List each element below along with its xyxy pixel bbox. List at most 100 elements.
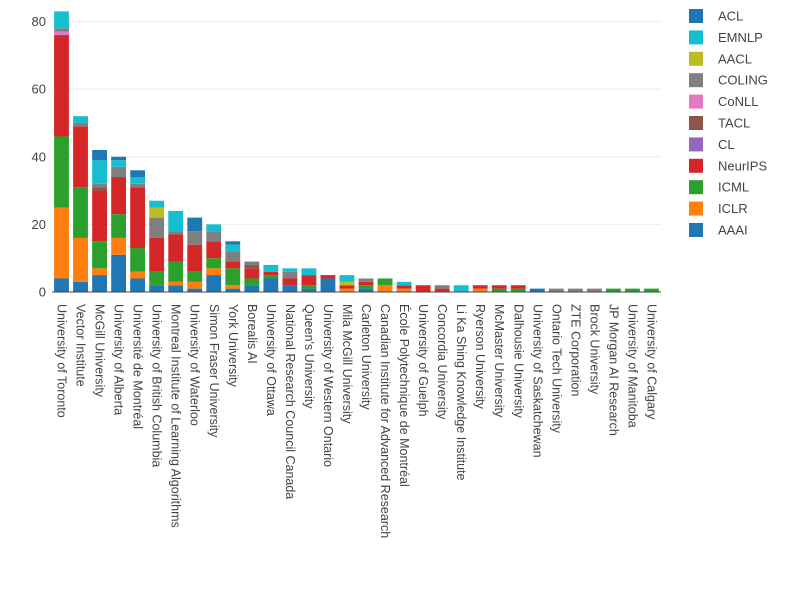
bar-segment[interactable] (529, 288, 545, 292)
bar-segment[interactable] (244, 268, 260, 279)
bar-segment[interactable] (111, 214, 127, 238)
bar-segment[interactable] (92, 183, 107, 188)
bar-segment[interactable] (358, 288, 374, 292)
bar-segment[interactable] (453, 285, 469, 292)
bar-segment[interactable] (92, 150, 107, 161)
bar-segment[interactable] (225, 244, 241, 252)
legend-item[interactable]: ICLR (689, 201, 748, 216)
legend-item[interactable]: ICML (689, 180, 749, 195)
bar-segment[interactable] (244, 278, 260, 286)
bar-segment[interactable] (111, 156, 127, 161)
bar-segment[interactable] (73, 281, 88, 292)
bar-segment[interactable] (301, 275, 317, 286)
bar-segment[interactable] (358, 285, 374, 289)
bar-segment[interactable] (263, 275, 279, 279)
bar-segment[interactable] (92, 268, 107, 276)
legend-item[interactable]: TACL (689, 116, 750, 131)
bar-segment[interactable] (625, 288, 640, 292)
bar-segment[interactable] (111, 254, 127, 292)
bar-segment[interactable] (149, 207, 165, 218)
bar-segment[interactable] (187, 281, 203, 289)
bar-segment[interactable] (168, 231, 184, 235)
bar-segment[interactable] (225, 251, 241, 262)
bar-segment[interactable] (358, 281, 374, 286)
bar-segment[interactable] (339, 288, 355, 292)
legend-item[interactable]: EMNLP (689, 30, 763, 45)
bar-segment[interactable] (225, 268, 241, 286)
bar-segment[interactable] (111, 237, 127, 255)
legend-item[interactable]: CL (689, 137, 735, 152)
bar-segment[interactable] (244, 264, 260, 269)
legend-item[interactable]: NeurIPS (689, 158, 767, 173)
bar-segment[interactable] (168, 261, 184, 282)
bar-segment[interactable] (130, 248, 146, 272)
bar-segment[interactable] (168, 285, 184, 292)
bar-segment[interactable] (130, 271, 146, 279)
bar-segment[interactable] (130, 187, 146, 249)
bar-segment[interactable] (54, 136, 69, 208)
bar-segment[interactable] (225, 285, 241, 289)
bar-segment[interactable] (168, 234, 184, 262)
legend[interactable]: ACL EMNLP AACL COLING CoNLL TACL CL NeurIPS ICML… (689, 9, 768, 238)
bar-segment[interactable] (111, 177, 127, 215)
bar-segment[interactable] (92, 160, 107, 184)
bar-segment[interactable] (187, 271, 203, 282)
bar-segment[interactable] (73, 187, 88, 238)
bar-segment[interactable] (339, 275, 355, 282)
bar-segment[interactable] (206, 231, 222, 242)
bar-segment[interactable] (111, 166, 127, 178)
bar-segment[interactable] (510, 288, 526, 292)
bar-segment[interactable] (282, 268, 298, 272)
bar-segment[interactable] (415, 285, 431, 292)
bar-segment[interactable] (92, 187, 107, 191)
bar-segment[interactable] (225, 288, 241, 292)
bar-segment[interactable] (396, 281, 412, 286)
bar-segment[interactable] (149, 237, 165, 272)
bar-segment[interactable] (54, 207, 69, 279)
bar-segment[interactable] (54, 11, 69, 29)
bar-segment[interactable] (130, 170, 146, 178)
bar-segment[interactable] (472, 288, 488, 292)
bar-segment[interactable] (263, 271, 279, 276)
bar-segment[interactable] (301, 285, 317, 289)
bar-segment[interactable] (92, 241, 107, 269)
bar-segment[interactable] (111, 160, 127, 167)
bar-segment[interactable] (339, 281, 355, 286)
bar-segment[interactable] (92, 190, 107, 242)
bar-segment[interactable] (358, 278, 374, 282)
bar-segment[interactable] (263, 264, 279, 272)
bar-segment[interactable] (206, 241, 222, 259)
legend-item[interactable]: AACL (689, 51, 752, 66)
bar-segment[interactable] (282, 285, 298, 292)
bar-segment[interactable] (548, 288, 564, 292)
bar-segment[interactable] (187, 288, 203, 292)
bar-segment[interactable] (73, 122, 88, 127)
bar-segment[interactable] (644, 288, 659, 292)
bar-segment[interactable] (54, 35, 69, 137)
bar-segment[interactable] (244, 261, 260, 265)
bar-segment[interactable] (320, 278, 336, 292)
bar-segment[interactable] (244, 285, 260, 292)
bar-segment[interactable] (206, 258, 222, 269)
bar-segment[interactable] (491, 285, 507, 289)
bar-segment[interactable] (54, 278, 69, 292)
bar-segment[interactable] (396, 288, 412, 292)
bar-segment[interactable] (491, 288, 507, 292)
bar-segment[interactable] (187, 217, 203, 232)
bar-segment[interactable] (510, 285, 526, 289)
bar-segment[interactable] (92, 275, 107, 292)
bar-segment[interactable] (168, 210, 184, 232)
bar-segment[interactable] (434, 285, 450, 289)
bar-segment[interactable] (149, 285, 165, 292)
bar-segment[interactable] (301, 288, 317, 292)
bar-segment[interactable] (54, 28, 69, 32)
legend-item[interactable]: ACL (689, 9, 743, 24)
bar-segment[interactable] (434, 288, 450, 292)
bar-segment[interactable] (282, 271, 298, 279)
bar-segment[interactable] (606, 288, 621, 292)
bar-segment[interactable] (73, 126, 88, 188)
bar-segment[interactable] (149, 217, 165, 238)
bar-segment[interactable] (130, 278, 146, 292)
bar-segment[interactable] (130, 183, 146, 188)
legend-item[interactable]: CoNLL (689, 94, 758, 109)
